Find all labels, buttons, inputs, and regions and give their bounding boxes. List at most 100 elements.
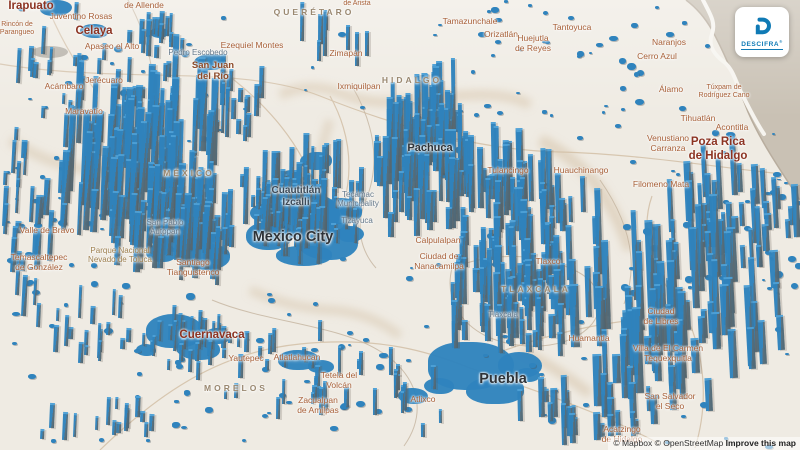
extrusion-column	[569, 412, 576, 443]
extrusion-column	[536, 296, 542, 351]
extrusion-column	[372, 387, 377, 416]
improve-map-link[interactable]: Improve this map	[725, 438, 796, 448]
density-dot	[726, 131, 735, 138]
extrusion-column	[73, 1, 79, 21]
density-dot	[34, 223, 42, 228]
descifra-wordmark: DESCIFRA®	[741, 38, 783, 51]
extrusion-column	[236, 333, 241, 348]
extrusion-column	[431, 190, 438, 223]
density-dot	[405, 359, 411, 362]
density-dot	[171, 423, 180, 429]
extrusion-column	[265, 358, 270, 370]
density-dot	[241, 438, 247, 442]
extrusion-column	[300, 1, 305, 41]
extrusion-column	[308, 359, 314, 369]
density-dot	[433, 34, 437, 37]
extrusion-column	[117, 295, 123, 319]
extrusion-column	[359, 351, 363, 376]
density-dot	[311, 348, 319, 353]
density-dot	[80, 54, 88, 60]
density-dot	[766, 286, 772, 291]
density-dot	[577, 51, 584, 57]
density-dot	[609, 35, 618, 42]
river	[701, 0, 766, 136]
density-dot	[313, 301, 319, 306]
extrusion-column	[187, 348, 192, 372]
extrusion-column	[461, 319, 468, 340]
density-dot	[98, 438, 105, 442]
extrusion-column	[237, 353, 243, 378]
density-dot	[406, 275, 413, 281]
density-dot	[633, 71, 640, 77]
density-dot	[620, 108, 625, 112]
density-dot	[623, 224, 631, 231]
map-attribution: © Mapbox © OpenStreetMap Improve this ma…	[608, 437, 800, 450]
extrusion-column	[242, 167, 250, 224]
extrusion-column	[126, 327, 132, 342]
extrusion-column	[189, 315, 194, 339]
density-dot	[577, 320, 585, 324]
density-dot	[483, 353, 488, 358]
density-dot	[486, 10, 491, 13]
density-dot	[254, 238, 259, 242]
extrusion-column	[32, 62, 38, 79]
extrusion-column	[223, 389, 228, 399]
extrusion-column	[177, 312, 182, 335]
extrusion-column	[261, 197, 268, 247]
density-dot	[29, 266, 34, 270]
extrusion-column	[496, 303, 503, 353]
extrusion-column	[593, 412, 601, 441]
density-dot	[516, 91, 521, 94]
density-dot	[91, 280, 99, 287]
density-dot	[286, 313, 291, 317]
density-dot	[63, 303, 69, 307]
density-dot	[180, 51, 189, 58]
density-dot	[141, 70, 146, 74]
extrusion-column	[258, 65, 265, 98]
extrusion-column	[388, 212, 395, 238]
osm-attribution-link[interactable]: © OpenStreetMap	[654, 438, 724, 448]
extrusion-column	[126, 56, 132, 82]
extrusion-column	[60, 202, 68, 230]
extrusion-column	[557, 331, 564, 356]
extrusion-column	[398, 170, 404, 212]
density-dot	[134, 349, 141, 353]
density-dot	[620, 86, 627, 91]
density-dot	[503, 0, 508, 3]
density-dot	[205, 407, 213, 413]
density-dot	[360, 105, 366, 109]
density-dot	[256, 338, 264, 344]
density-dot	[470, 69, 476, 74]
density-dot	[474, 113, 480, 118]
extrusion-column	[400, 390, 405, 413]
density-dot	[435, 262, 442, 267]
density-dot	[744, 200, 750, 204]
extrusion-column	[332, 140, 338, 193]
extrusion-column	[317, 320, 323, 341]
extrusion-column	[101, 42, 107, 60]
density-dot	[175, 363, 183, 369]
extrusion-column	[167, 359, 171, 371]
mapbox-attribution-link[interactable]: © Mapbox	[613, 438, 653, 448]
density-dot	[699, 402, 709, 409]
extrusion-column	[282, 379, 286, 405]
extrusion-column	[116, 421, 122, 433]
density-dot	[356, 401, 365, 408]
extrusion-column	[352, 207, 357, 244]
city-footprint	[424, 378, 454, 394]
density-dot	[629, 266, 635, 271]
density-dot	[347, 343, 351, 346]
extrusion-column	[547, 401, 553, 422]
density-dot	[764, 249, 772, 256]
extrusion-column	[653, 347, 662, 382]
extrusion-column	[156, 319, 162, 341]
extrusion-column	[302, 217, 308, 249]
extrusion-column	[222, 227, 228, 255]
extrusion-column	[32, 277, 37, 305]
extrusion-column	[525, 333, 533, 353]
extrusion-column	[250, 195, 255, 208]
density-dot	[25, 283, 31, 287]
density-dot	[187, 139, 191, 142]
density-dot	[784, 352, 789, 356]
